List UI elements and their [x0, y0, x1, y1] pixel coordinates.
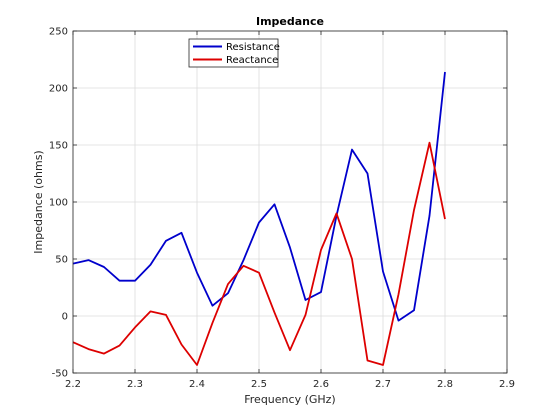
axis-ticks [72, 30, 508, 374]
legend-box [188, 38, 279, 68]
legend-label-resistance: Resistance [226, 42, 280, 53]
x-tick-label: 2.3 [127, 379, 143, 390]
legend-label-reactance: Reactance [226, 55, 278, 66]
x-tick-label: 2.7 [375, 379, 391, 390]
x-tick-label: 2.5 [251, 379, 267, 390]
y-tick-label: 150 [49, 141, 68, 152]
y-tick-label: 100 [49, 198, 68, 209]
y-tick-label: 250 [49, 27, 68, 38]
y-tick-labels: -50 0 50 100 150 200 250 [49, 27, 68, 380]
series-lines [72, 71, 446, 366]
y-tick-label: 0 [62, 312, 68, 323]
y-tick-label: -50 [52, 369, 68, 380]
series-line-reactance [72, 141, 446, 366]
y-axis-label: Impedance (ohms) [32, 150, 45, 253]
x-axis-label: Frequency (GHz) [244, 393, 335, 406]
x-tick-labels: 2.2 2.3 2.4 2.5 2.6 2.7 2.8 2.9 [65, 379, 515, 390]
x-tick-label: 2.9 [499, 379, 515, 390]
x-tick-label: 2.8 [437, 379, 453, 390]
y-tick-label: 50 [55, 255, 68, 266]
x-tick-label: 2.6 [313, 379, 329, 390]
legend: Resistance Reactance [188, 38, 280, 68]
series-line-resistance [72, 71, 446, 322]
chart-title: Impedance [256, 15, 324, 28]
x-tick-label: 2.4 [189, 379, 205, 390]
x-tick-label: 2.2 [65, 379, 81, 390]
y-tick-label: 200 [49, 84, 68, 95]
